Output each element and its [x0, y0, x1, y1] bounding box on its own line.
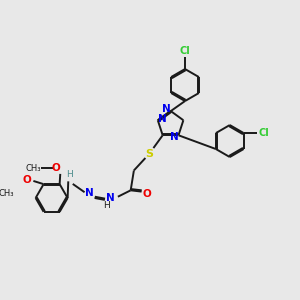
Text: H: H — [103, 200, 110, 209]
Text: S: S — [145, 149, 153, 159]
Text: CH₃: CH₃ — [0, 189, 14, 198]
Text: N: N — [162, 104, 170, 114]
Text: Cl: Cl — [180, 46, 190, 56]
Text: H: H — [66, 170, 73, 179]
Text: Cl: Cl — [258, 128, 269, 138]
Text: N: N — [169, 132, 178, 142]
Text: O: O — [143, 188, 152, 199]
Text: O: O — [51, 163, 60, 173]
Text: O: O — [22, 175, 32, 185]
Text: CH₃: CH₃ — [25, 164, 41, 172]
Text: N: N — [106, 193, 115, 203]
Text: N: N — [85, 188, 93, 198]
Text: N: N — [158, 114, 167, 124]
